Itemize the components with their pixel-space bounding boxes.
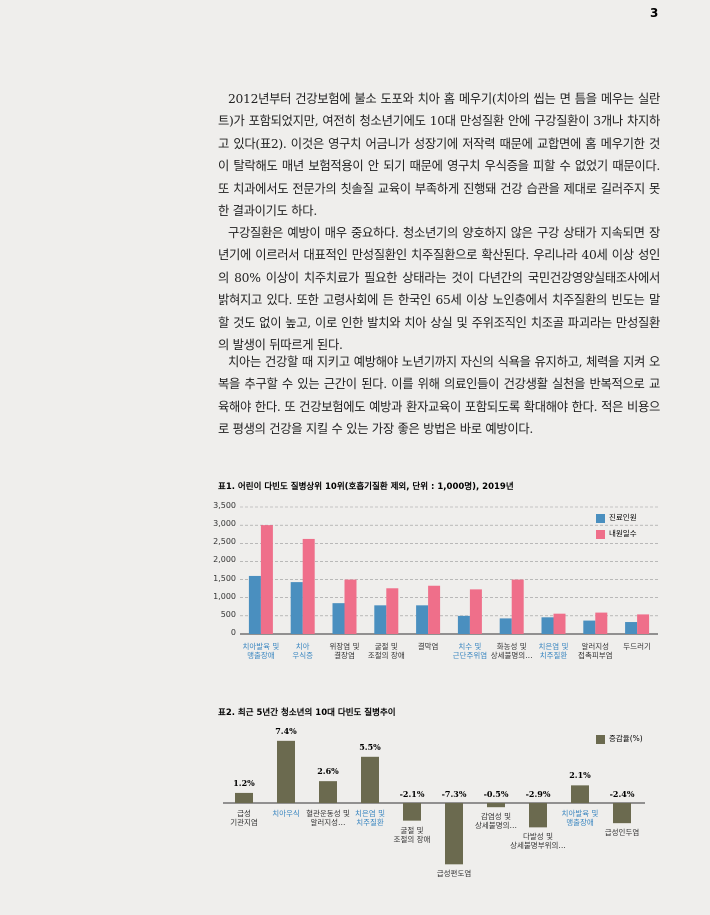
bar bbox=[374, 605, 387, 634]
value-label: -7.3% bbox=[441, 789, 467, 799]
x-tick-label: 결막염 bbox=[417, 642, 439, 651]
bar bbox=[290, 582, 303, 634]
y-tick-label: 0 bbox=[230, 628, 236, 637]
legend-label: 내원일수 bbox=[609, 529, 637, 538]
x-tick-label: 혈관운동성 및 알러지성… bbox=[306, 809, 350, 827]
page-number: 3 bbox=[650, 6, 659, 20]
value-label: 7.4% bbox=[275, 725, 297, 736]
value-label: 1.2% bbox=[233, 777, 255, 788]
x-tick-label: 치아발육 및 맹출장애 bbox=[242, 642, 280, 660]
value-label: -2.9% bbox=[525, 789, 551, 799]
bar bbox=[319, 781, 337, 803]
bar bbox=[361, 756, 379, 803]
bar bbox=[302, 538, 315, 634]
x-tick-label: 치은염 및 치주질환 bbox=[355, 809, 385, 827]
bar bbox=[416, 605, 429, 634]
x-tick-label: 급성인두염 bbox=[604, 828, 640, 838]
bar bbox=[571, 785, 589, 803]
bar bbox=[553, 613, 566, 634]
x-tick-label: 굴절 및 조절의 장애 bbox=[367, 642, 405, 660]
y-tick-label: 1,500 bbox=[213, 573, 236, 583]
x-tick-label: 급성 기관지염 bbox=[230, 809, 258, 827]
bar bbox=[403, 803, 421, 821]
bar bbox=[332, 603, 345, 634]
bar bbox=[487, 803, 505, 808]
bar bbox=[457, 615, 470, 634]
bar bbox=[277, 740, 295, 803]
value-label: 2.1% bbox=[569, 770, 591, 781]
y-tick-label: 500 bbox=[220, 609, 236, 619]
x-tick-label: 알러지성 접촉피부염 bbox=[578, 642, 613, 660]
legend-swatch bbox=[596, 514, 605, 523]
y-tick-label: 1,000 bbox=[213, 591, 236, 601]
bar bbox=[583, 620, 596, 634]
paragraph: 2012년부터 건강보험에 불소 도포와 치아 홈 메우기(치아의 씹는 면 틈… bbox=[218, 92, 660, 219]
legend-label: 증감율(%) bbox=[609, 734, 643, 743]
x-tick-label: 감염성 및 상세불명의… bbox=[475, 812, 517, 831]
x-tick-label: 치아발육 및 맹출장애 bbox=[561, 809, 599, 827]
y-tick-label: 2,500 bbox=[213, 537, 236, 547]
legend-swatch bbox=[596, 530, 605, 539]
legend-swatch bbox=[596, 735, 605, 744]
x-tick-label: 다발성 및 상세불명부위의… bbox=[510, 832, 566, 851]
bar bbox=[260, 525, 273, 634]
bar bbox=[511, 579, 524, 634]
bar bbox=[625, 622, 638, 634]
bar bbox=[469, 589, 482, 634]
bar bbox=[541, 617, 554, 634]
y-tick-label: 3,500 bbox=[213, 501, 236, 510]
chart-title: 표1. 어린이 다빈도 질병상위 10위(호흡기질환 제외, 단위 : 1,00… bbox=[218, 482, 514, 492]
chart-title: 표2. 최근 5년간 청소년의 10대 다빈도 질병추이 bbox=[218, 708, 396, 718]
x-tick-label: 굴절 및 조절의 장애 bbox=[393, 825, 431, 844]
bar bbox=[499, 618, 512, 634]
x-tick-label: 두드러기 bbox=[623, 642, 651, 651]
bar bbox=[613, 803, 631, 824]
paragraph: 치아는 건강할 때 지키고 예방해야 노년기까지 자신의 식욕을 유지하고, 체… bbox=[218, 355, 660, 437]
paragraph: 구강질환은 예방이 매우 중요하다. 청소년기의 양호하지 않은 구강 상태가 … bbox=[218, 226, 660, 353]
value-label: 5.5% bbox=[359, 741, 381, 752]
x-tick-label: 치아 우식증 bbox=[292, 642, 314, 660]
x-tick-label: 위장염 및 결장염 bbox=[329, 642, 360, 660]
bar bbox=[445, 803, 463, 865]
y-tick-label: 2,000 bbox=[213, 555, 236, 565]
value-label: -0.5% bbox=[483, 789, 509, 799]
bar bbox=[637, 614, 650, 634]
bar bbox=[344, 579, 357, 634]
bar bbox=[595, 612, 608, 634]
x-tick-label: 치수 및 근단주위염 bbox=[452, 642, 488, 660]
value-label: -2.1% bbox=[399, 789, 425, 799]
y-tick-label: 3,000 bbox=[213, 519, 236, 529]
x-tick-label: 치은염 및 치주질환 bbox=[538, 642, 569, 660]
value-label: 2.6% bbox=[317, 766, 339, 777]
x-tick-label: 화농성 및 상세불명의… bbox=[490, 642, 533, 660]
value-label: -2.4% bbox=[609, 789, 635, 799]
bar bbox=[386, 588, 399, 634]
bar bbox=[235, 792, 253, 803]
x-tick-label: 급성편도염 bbox=[436, 869, 472, 879]
x-tick-label: 치아우식 bbox=[272, 809, 300, 818]
bar bbox=[428, 585, 441, 634]
legend-label: 진료인원 bbox=[609, 513, 637, 522]
bar bbox=[529, 803, 547, 828]
bar bbox=[248, 575, 261, 634]
